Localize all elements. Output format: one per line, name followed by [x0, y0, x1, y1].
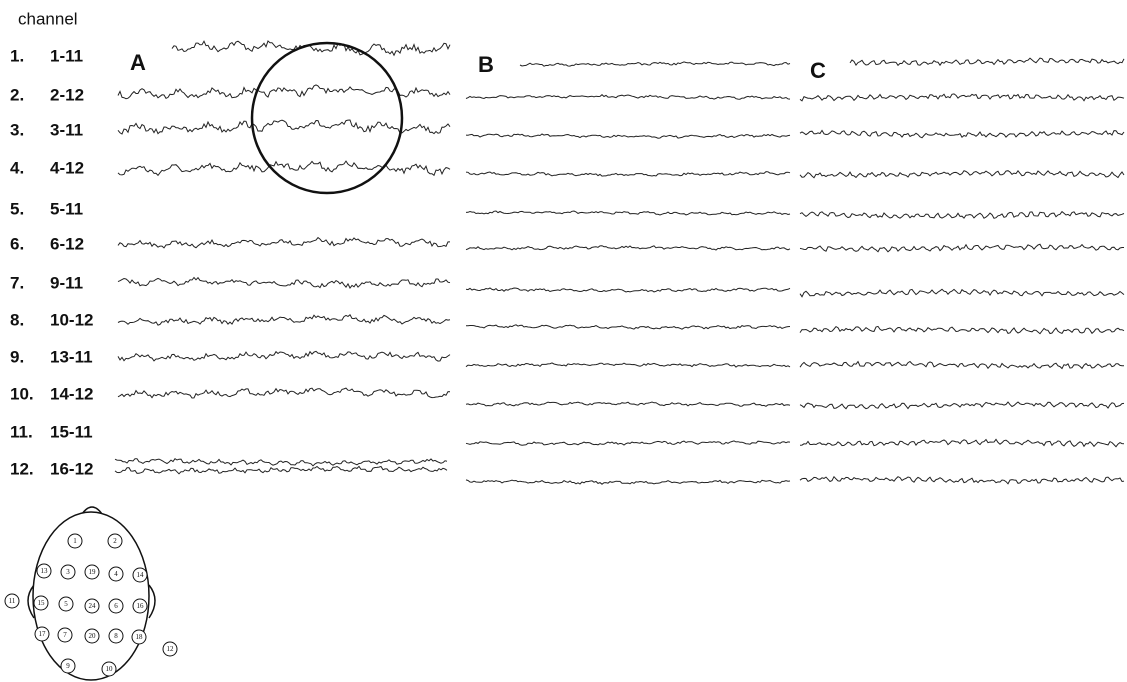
eeg-trace — [520, 62, 790, 66]
eeg-trace — [118, 238, 450, 248]
electrode-label: 9 — [66, 662, 70, 670]
eeg-trace — [466, 246, 790, 250]
electrode-label: 6 — [114, 602, 118, 610]
channel-label: 5-11 — [50, 199, 83, 218]
eeg-trace — [466, 172, 790, 177]
electrode-label: 4 — [114, 570, 118, 578]
electrode-label: 3 — [66, 568, 70, 576]
eeg-trace — [800, 212, 1124, 219]
eeg-trace — [800, 439, 1124, 446]
eeg-trace — [800, 477, 1124, 484]
eeg-trace — [800, 94, 1124, 101]
eeg-trace — [800, 402, 1124, 409]
electrode-label: 14 — [137, 571, 145, 579]
eeg-trace — [466, 211, 790, 215]
eeg-trace — [466, 95, 790, 100]
electrode-label: 13 — [41, 567, 49, 575]
right-ear — [149, 585, 155, 618]
channel-number: 6. — [10, 234, 24, 253]
electrode-label: 17 — [39, 630, 47, 638]
highlight-circle — [252, 43, 402, 193]
channel-number: 10. — [10, 384, 34, 403]
electrode-label: 19 — [89, 568, 97, 576]
eeg-trace — [466, 441, 790, 445]
eeg-trace — [172, 41, 450, 55]
eeg-trace — [118, 388, 450, 398]
channel-number: 12. — [10, 459, 34, 478]
channel-number: 7. — [10, 273, 24, 292]
electrode-label: 5 — [64, 600, 68, 608]
channel-label: 2-12 — [50, 85, 84, 104]
head — [33, 512, 149, 680]
channel-label: 4-12 — [50, 158, 84, 177]
electrode-label: 24 — [89, 602, 97, 610]
electrode-label: 15 — [38, 599, 46, 607]
eeg-trace — [466, 325, 790, 329]
channel-number: 2. — [10, 85, 24, 104]
eeg-trace — [800, 130, 1124, 137]
electrode-label: 7 — [63, 631, 67, 639]
electrode-label: 11 — [9, 597, 16, 605]
eeg-trace — [115, 466, 447, 473]
channel-number: 5. — [10, 199, 24, 218]
eeg-trace — [115, 459, 447, 466]
channel-number: 1. — [10, 46, 24, 65]
eeg-trace — [800, 362, 1124, 369]
channel-number: 11. — [10, 422, 33, 441]
channel-number: 4. — [10, 158, 24, 177]
eeg-trace — [466, 402, 790, 406]
panel-label: C — [810, 58, 826, 83]
electrode-label: 16 — [137, 602, 145, 610]
electrode-label: 2 — [113, 537, 117, 545]
panel-label: B — [478, 52, 494, 77]
eeg-trace — [118, 161, 450, 175]
eeg-trace — [850, 58, 1124, 65]
channel-number: 8. — [10, 310, 24, 329]
electrode-label: 1 — [73, 537, 77, 545]
channel-label: 3-11 — [50, 120, 83, 139]
electrode-label: 18 — [136, 633, 144, 641]
eeg-figure: channel 1. 1-11 2. 2-12 3. 3-11 4. 4-12 5. 5-11 6.… — [0, 0, 1127, 682]
head-diagram — [28, 507, 155, 680]
eeg-trace — [118, 278, 450, 289]
channel-number: 3. — [10, 120, 24, 139]
eeg-trace — [800, 171, 1124, 178]
eeg-trace — [466, 134, 790, 138]
channel-header: channel — [18, 9, 78, 28]
eeg-trace — [118, 315, 450, 325]
channel-label: 6-12 — [50, 234, 84, 253]
channel-label: 10-12 — [50, 310, 93, 329]
channel-label: 9-11 — [50, 273, 83, 292]
electrode-label: 8 — [114, 632, 118, 640]
channel-label: 1-11 — [50, 46, 83, 65]
channel-label: 15-11 — [50, 422, 93, 441]
eeg-trace — [466, 363, 790, 367]
eeg-trace — [800, 244, 1124, 252]
eeg-trace — [118, 85, 450, 99]
electrode-label: 20 — [89, 632, 97, 640]
traces — [115, 41, 1124, 484]
electrode-label: 10 — [106, 665, 114, 673]
channel-label: 14-12 — [50, 384, 93, 403]
eeg-trace — [466, 288, 790, 292]
channel-number: 9. — [10, 347, 24, 366]
eeg-trace — [800, 326, 1124, 333]
electrode-label: 12 — [167, 645, 175, 653]
eeg-trace — [466, 480, 790, 484]
eeg-trace — [118, 351, 450, 361]
channel-label: 16-12 — [50, 459, 93, 478]
eeg-trace — [800, 289, 1124, 296]
channel-label: 13-11 — [50, 347, 93, 366]
panel-label: A — [130, 50, 146, 75]
